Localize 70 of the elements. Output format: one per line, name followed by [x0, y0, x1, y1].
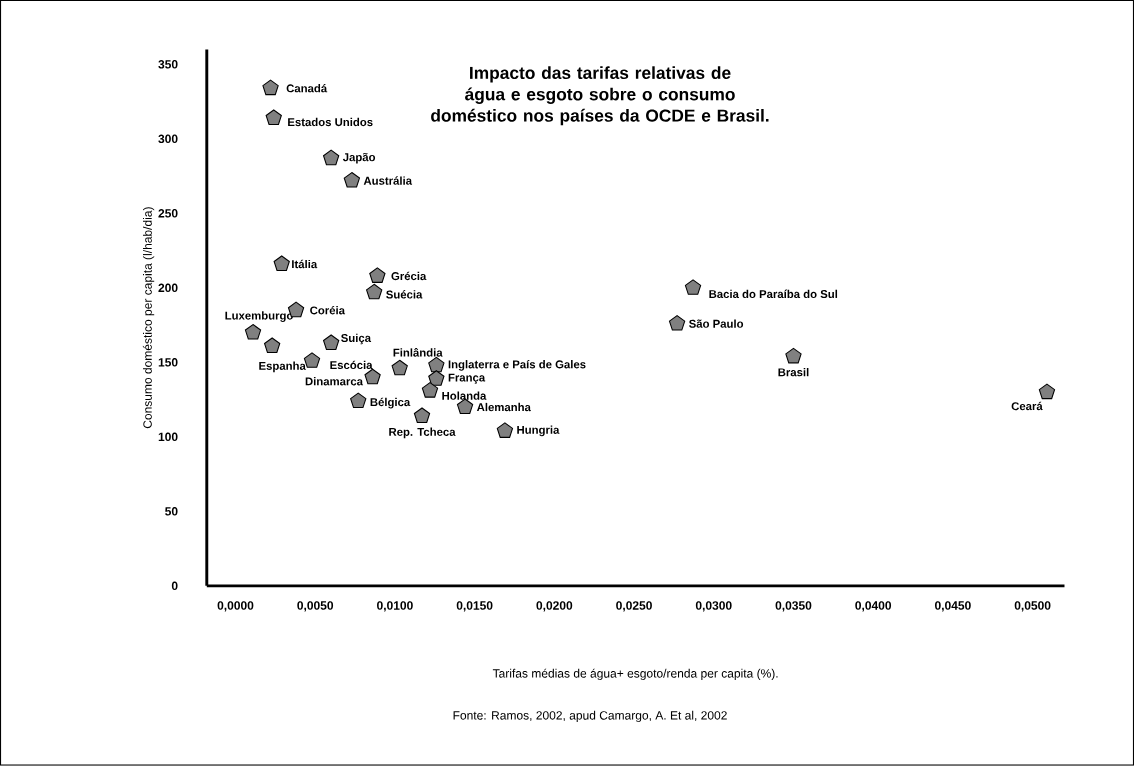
- x-tick-label: 0,0050: [297, 601, 334, 612]
- y-tick-label: 350: [158, 60, 178, 69]
- annotation: Rep. Tcheca: [389, 427, 456, 439]
- annotation: Inglaterra e País de Gales: [448, 360, 586, 371]
- x-tick-label: 0,0350: [775, 601, 812, 612]
- x-tick-label: 0,0150: [456, 601, 493, 612]
- point: [322, 334, 340, 351]
- x-tick-label: 0,0300: [695, 601, 732, 612]
- point: [369, 267, 386, 284]
- point: [350, 392, 367, 409]
- annotation: Alemanha: [476, 403, 531, 412]
- point: [366, 283, 383, 300]
- source-note: Fonte: Ramos, 2002, apud Camargo, A. Et al, 2002: [453, 710, 727, 723]
- point: [1038, 383, 1056, 400]
- x-tick-label: 0,0250: [616, 601, 652, 612]
- point: [391, 359, 408, 376]
- point: [428, 356, 445, 373]
- annotation: Finlândia: [393, 348, 443, 357]
- x-tick-label: 0,0200: [536, 601, 573, 612]
- point: [262, 79, 279, 96]
- point: [273, 255, 290, 272]
- x-tick-label: 0,0500: [1014, 601, 1051, 612]
- annotation: Ceará: [1011, 401, 1043, 411]
- y-tick-label: 50: [165, 507, 178, 516]
- annotation: Bacia do Paraíba do Sul: [709, 289, 838, 299]
- point: [413, 407, 431, 424]
- annotation: Austrália: [363, 176, 413, 185]
- y-tick-label: 100: [158, 432, 178, 442]
- x-tick-label: 0,0100: [377, 601, 413, 612]
- x-tick-label: 0,0450: [935, 601, 971, 612]
- y-tick-label: 0: [171, 581, 178, 591]
- x-axis-title: Tarifas médias de água+ esgoto/renda per capita (%).: [492, 668, 778, 681]
- y-tick-label: 150: [158, 358, 178, 367]
- point: [785, 347, 802, 364]
- point: [364, 368, 381, 385]
- annotation: Espanha: [259, 361, 306, 373]
- point: [322, 149, 340, 166]
- annotation: Luxemburgo: [225, 311, 293, 323]
- annotation: Escócia: [330, 360, 373, 370]
- x-tick-label: 0,0400: [855, 601, 892, 612]
- point: [343, 172, 361, 188]
- annotation: Canadá: [286, 84, 328, 93]
- annotation: Suiça: [341, 333, 372, 345]
- annotation: Holanda: [442, 391, 487, 400]
- point: [668, 315, 686, 331]
- annotation: Hungria: [517, 425, 560, 437]
- annotation: São Paulo: [689, 319, 744, 328]
- annotation: Bélgica: [370, 397, 411, 409]
- text: Impacto das tarifas relativas de água e esgoto sobre o consumo doméstico nos países da OCDE e Brasil.: [431, 66, 769, 126]
- annotation: Japão: [342, 153, 376, 164]
- annotation: Brasil: [778, 368, 809, 377]
- point: [265, 109, 282, 126]
- point: [264, 337, 281, 354]
- y-tick-label: 300: [158, 134, 178, 144]
- y-axis-title: Consumo doméstico per capita (l/hab/dia): [142, 207, 155, 429]
- annotation: Suécia: [386, 290, 423, 299]
- annotation: Grécia: [391, 271, 427, 281]
- y-tick-label: 200: [158, 283, 178, 293]
- point: [244, 324, 262, 340]
- annotation: Itália: [292, 259, 318, 269]
- annotation: Estados Unidos: [288, 117, 373, 127]
- y-tick-label: 250: [158, 209, 178, 218]
- point: [684, 279, 702, 296]
- point: [496, 422, 514, 439]
- annotation: França: [448, 373, 486, 384]
- point: [428, 370, 445, 386]
- annotation: Dinamarca: [305, 377, 364, 386]
- x-tick-label: 0,0000: [217, 601, 254, 612]
- point: [421, 382, 439, 398]
- annotation: Coréia: [310, 306, 346, 315]
